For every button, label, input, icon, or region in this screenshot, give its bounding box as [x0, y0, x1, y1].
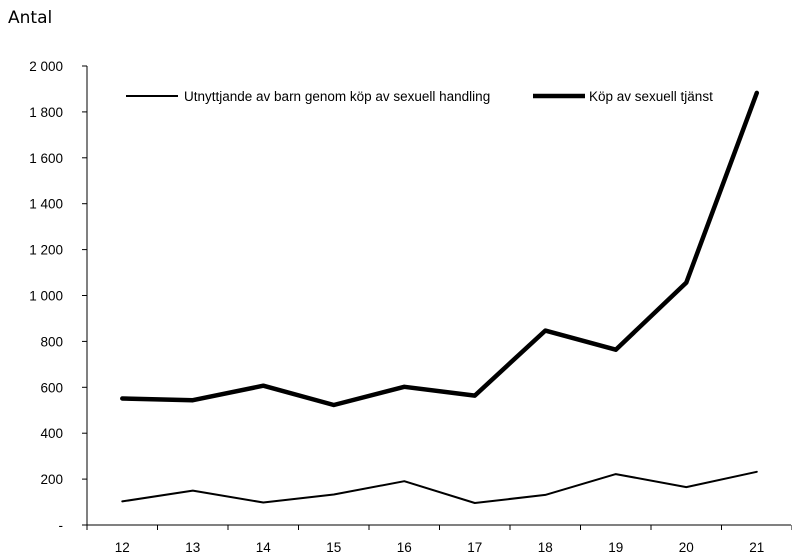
y-tick-label: 1 000 — [29, 289, 63, 304]
y-tick-label: - — [59, 518, 64, 533]
x-tick-label: 13 — [185, 540, 200, 555]
y-tick-label: 1 400 — [29, 197, 63, 212]
legend-label-utnyttjande: Utnyttjande av barn genom köp av sexuell… — [184, 89, 490, 104]
series-lines — [120, 90, 760, 504]
x-tick-label: 18 — [538, 540, 553, 555]
x-tick-label: 21 — [749, 540, 764, 555]
y-tick-label: 200 — [40, 472, 63, 487]
x-tick-label: 17 — [467, 540, 482, 555]
y-tick-label: 600 — [40, 380, 63, 395]
series-line-kop — [120, 90, 760, 408]
x-tick-label: 16 — [397, 540, 412, 555]
legend: Utnyttjande av barn genom köp av sexuell… — [126, 89, 713, 104]
x-tick-label: 14 — [256, 540, 272, 555]
legend-label-kop: Köp av sexuell tjänst — [589, 89, 713, 104]
y-tick-label: 2 000 — [29, 59, 63, 74]
y-axis-ticks: - 200 400 600 800 1 000 1 200 1 400 1 600 1 800 2 … — [29, 59, 87, 533]
x-tick-label: 19 — [608, 540, 623, 555]
y-tick-label: 1 600 — [29, 151, 63, 166]
x-tick-label: 20 — [679, 540, 694, 555]
y-tick-label: 1 200 — [29, 243, 63, 258]
y-axis-title: Antal — [8, 8, 53, 28]
axes — [86, 66, 791, 526]
y-tick-label: 400 — [40, 426, 63, 441]
x-tick-label: 15 — [326, 540, 341, 555]
y-tick-label: 800 — [40, 334, 63, 349]
y-tick-label: 1 800 — [29, 105, 63, 120]
x-tick-label: 12 — [115, 540, 130, 555]
x-axis-ticks: 12 13 14 15 16 17 18 19 20 21 — [86, 525, 792, 555]
series-line-utnyttjande — [121, 470, 758, 504]
